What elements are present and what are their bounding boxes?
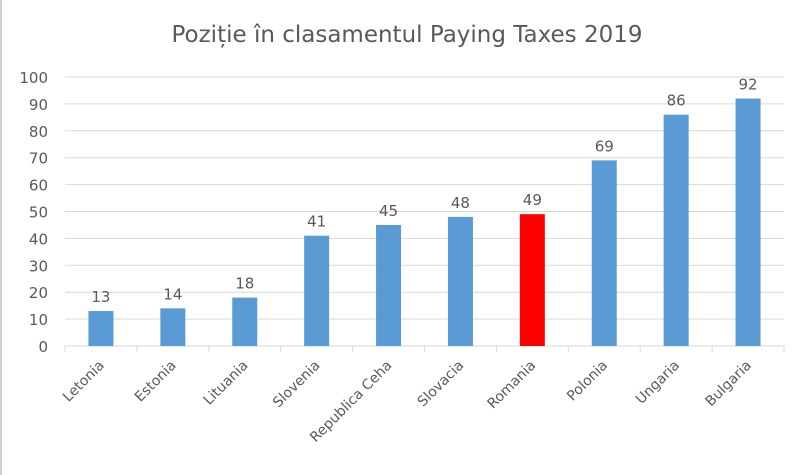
data-label: 69 <box>595 137 614 155</box>
data-label: 13 <box>91 288 110 306</box>
data-label: 49 <box>523 191 542 209</box>
bar <box>447 216 473 346</box>
data-label: 48 <box>451 194 470 212</box>
x-tick-label: Lituania <box>201 358 252 409</box>
bar <box>663 114 689 346</box>
bar <box>376 224 402 346</box>
x-tick-label: Estonia <box>132 358 180 406</box>
x-tick-label: Letonia <box>60 358 108 406</box>
y-tick-label: 40 <box>29 230 48 248</box>
bar <box>591 160 617 346</box>
y-tick-label: 90 <box>29 96 48 114</box>
y-tick-label: 60 <box>29 177 48 195</box>
data-label: 41 <box>307 213 326 231</box>
data-label: 92 <box>739 76 758 94</box>
bar <box>519 214 545 346</box>
y-tick-label: 30 <box>29 257 48 275</box>
x-tick-label: Bulgaria <box>703 358 755 410</box>
data-label: 14 <box>163 285 182 303</box>
x-tick-label: Ungaria <box>633 358 683 408</box>
y-tick-label: 100 <box>19 69 48 87</box>
bar <box>88 311 114 346</box>
data-label: 18 <box>235 275 254 293</box>
data-label: 45 <box>379 202 398 220</box>
x-tick-label: Romania <box>485 358 540 413</box>
y-tick-label: 20 <box>29 284 48 302</box>
y-tick-label: 80 <box>29 123 48 141</box>
y-tick-label: 50 <box>29 204 48 222</box>
bar <box>304 235 330 346</box>
chart-title: Poziție în clasamentul Paying Taxes 2019 <box>171 22 642 48</box>
bar <box>160 308 186 346</box>
y-tick-label: 70 <box>29 150 48 168</box>
bar <box>735 98 761 347</box>
data-label: 86 <box>667 92 686 110</box>
x-tick-label: Slovenia <box>270 358 323 411</box>
y-tick-label: 0 <box>38 338 48 356</box>
x-tick-label: Polonia <box>564 358 611 405</box>
x-tick-label: Slovacia <box>415 358 468 411</box>
bar <box>232 297 258 346</box>
y-tick-label: 10 <box>29 311 48 329</box>
